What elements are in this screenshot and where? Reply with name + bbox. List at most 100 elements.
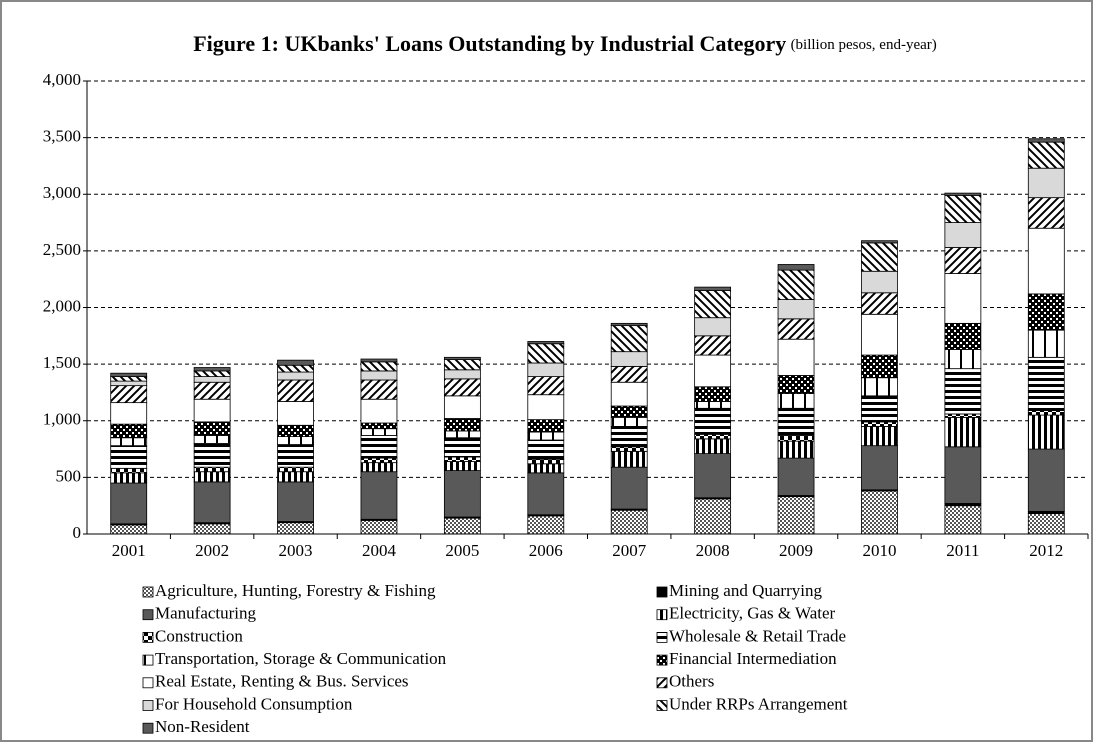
- bar-segment: [443, 395, 481, 419]
- bar-segment: [443, 437, 481, 458]
- x-tick-label: 2009: [779, 541, 813, 560]
- bar-segment: [443, 470, 481, 518]
- bar-segment: [944, 192, 982, 196]
- bar-segment: [110, 380, 148, 387]
- legend-swatch: [142, 700, 154, 711]
- bar-segment: [861, 242, 898, 272]
- bar-segment: [777, 457, 815, 496]
- legend-label: Construction: [155, 626, 243, 645]
- bar-segment: [527, 362, 565, 377]
- bar-segment: [277, 444, 314, 468]
- x-tick-label: 2003: [279, 541, 313, 560]
- bar-segment: [277, 364, 314, 373]
- bar-segment: [443, 430, 481, 439]
- bar-segment: [443, 461, 481, 471]
- bar-segment: [193, 367, 231, 372]
- bar-segment: [694, 401, 732, 409]
- bar-segment: [277, 436, 314, 445]
- bar-segment: [944, 194, 982, 223]
- bar-segment: [360, 471, 398, 520]
- legend-swatch: [656, 677, 668, 689]
- legend-label: Agriculture, Hunting, Forestry & Fishing: [155, 581, 436, 600]
- bar-segment: [861, 270, 898, 294]
- bar-segment: [110, 445, 148, 469]
- bar-segment: [1027, 410, 1065, 416]
- bar-segment: [193, 381, 231, 400]
- bar-segment: [694, 290, 732, 319]
- x-tick-label: 2005: [445, 541, 479, 560]
- bar-segment: [277, 466, 314, 473]
- bar-segment: [110, 524, 148, 535]
- bar-segment: [861, 377, 898, 397]
- bar-segment: [193, 435, 231, 444]
- bar-segment: [694, 407, 732, 435]
- bar-segment: [193, 376, 231, 383]
- bar-segment: [1027, 329, 1065, 358]
- legend-swatch: [656, 586, 668, 598]
- bar-segment: [110, 472, 148, 484]
- y-tick-label: 3,500: [43, 127, 81, 146]
- bar-segment: [277, 481, 314, 522]
- legend-swatch: [142, 632, 154, 643]
- bar-segment: [110, 467, 148, 474]
- y-tick-label: 0: [73, 523, 82, 542]
- y-tick-label: 1,000: [43, 410, 81, 429]
- bar-segment: [944, 273, 982, 324]
- y-tick-label: 2,500: [43, 240, 81, 259]
- bar-segment: [861, 490, 898, 535]
- bar-segment: [861, 292, 898, 315]
- bar-segment: [110, 423, 148, 439]
- bar-segment: [360, 428, 398, 436]
- legend-swatch: [656, 609, 668, 621]
- bar-segment: [861, 354, 898, 379]
- bar-segment: [861, 426, 898, 447]
- bar-segment: [944, 322, 982, 350]
- bar-segment: [777, 318, 815, 340]
- bar-segment: [944, 368, 982, 415]
- bar-segment: [527, 431, 565, 441]
- legend-label: Under RRPs Arrangement: [669, 694, 848, 713]
- bar-segment: [944, 446, 982, 504]
- bar-segment: [527, 439, 565, 460]
- bar-segment: [277, 401, 314, 426]
- bar-segment: [944, 349, 982, 370]
- bar-segment: [277, 424, 314, 438]
- bar-segment: [1027, 448, 1065, 512]
- y-tick-label: 4,000: [43, 70, 81, 89]
- bar-segment: [944, 413, 982, 418]
- bar-segment: [527, 343, 565, 364]
- bar-segment: [610, 416, 648, 427]
- bar-segment: [443, 359, 481, 371]
- bar-segment: [861, 445, 898, 491]
- x-tick-label: 2004: [362, 541, 397, 560]
- bar-segment: [527, 515, 565, 535]
- y-tick-label: 3,000: [43, 183, 81, 202]
- bar-segment: [610, 365, 648, 383]
- bar-segment: [777, 496, 815, 535]
- bar-segment: [1027, 167, 1065, 199]
- legend-label: Manufacturing: [155, 604, 257, 623]
- bar-segment: [193, 481, 231, 524]
- bar-segment: [193, 466, 231, 473]
- x-tick-label: 2008: [696, 541, 730, 560]
- bar-segment: [1027, 141, 1065, 169]
- legend-swatch: [142, 609, 154, 621]
- bar-segment: [110, 402, 148, 425]
- bar-segment: [777, 269, 815, 300]
- bar-segment: [193, 370, 231, 377]
- bar-segment: [360, 435, 398, 459]
- x-tick-label: 2006: [529, 541, 563, 560]
- bar-segment: [193, 421, 231, 436]
- bar-segment: [1027, 138, 1065, 143]
- subtitle: (billion pesos, end-year): [791, 37, 937, 53]
- bar-segment: [610, 325, 648, 353]
- bar-segment: [193, 442, 231, 468]
- y-tick-label: 2,000: [43, 296, 81, 315]
- bar-segment: [277, 471, 314, 483]
- bar-segment: [1027, 356, 1065, 411]
- legend-label: Mining and Quarrying: [669, 581, 822, 600]
- bar-segment: [694, 453, 732, 499]
- bar-segment: [277, 522, 314, 535]
- x-tick-label: 2002: [195, 541, 229, 560]
